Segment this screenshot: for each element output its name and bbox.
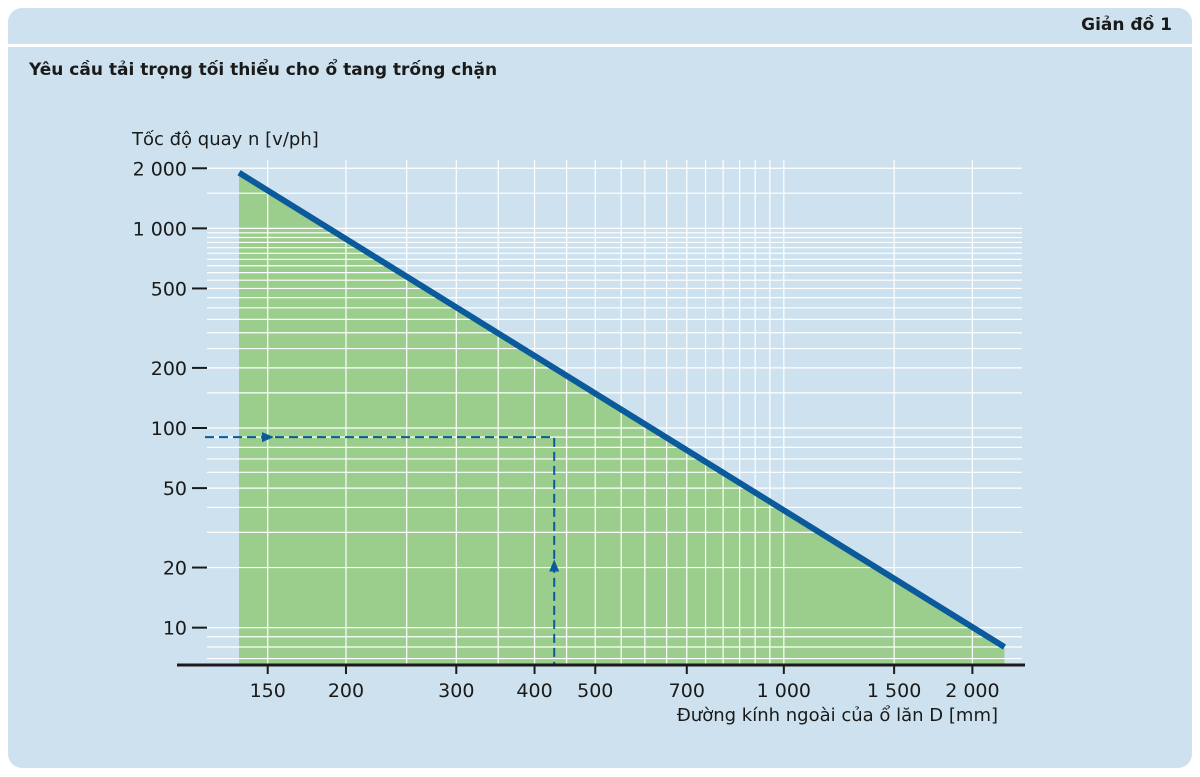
- y-tick-label: 1 000: [133, 218, 187, 240]
- x-tick-label: 1 000: [757, 680, 811, 702]
- x-tick-label: 400: [516, 680, 552, 702]
- y-tick-label: 50: [163, 478, 187, 500]
- series-line: [237, 170, 1007, 650]
- x-tick-label: 1 500: [867, 680, 921, 702]
- figure-number: Giản đồ 1: [1081, 15, 1172, 35]
- y-tick-label: 20: [163, 558, 187, 580]
- x-tick-label: 700: [669, 680, 705, 702]
- grid: [207, 160, 1022, 665]
- x-tick-label: 150: [250, 680, 286, 702]
- y-tick-label: 10: [163, 618, 187, 640]
- x-tick-label: 300: [438, 680, 474, 702]
- y-tick-label: 100: [151, 418, 187, 440]
- chart-title: Yêu cầu tải trọng tối thiểu cho ổ tang t…: [29, 60, 498, 80]
- y-tick-label: 200: [151, 358, 187, 380]
- y-tick-label: 500: [151, 278, 187, 300]
- y-axis-label: Tốc độ quay n [v/ph]: [131, 129, 319, 150]
- y-tick-label: 2 000: [133, 158, 187, 180]
- example-dashed-path: [205, 436, 556, 665]
- arrow-up-icon: [549, 559, 560, 572]
- x-axis-label: Đường kính ngoài của ổ lăn D [mm]: [677, 705, 998, 726]
- x-tick-label: 2 000: [945, 680, 999, 702]
- x-tick-label: 200: [328, 680, 364, 702]
- x-tick-label: 500: [577, 680, 613, 702]
- header-divider: [8, 44, 1192, 47]
- arrow-right-icon: [262, 432, 274, 443]
